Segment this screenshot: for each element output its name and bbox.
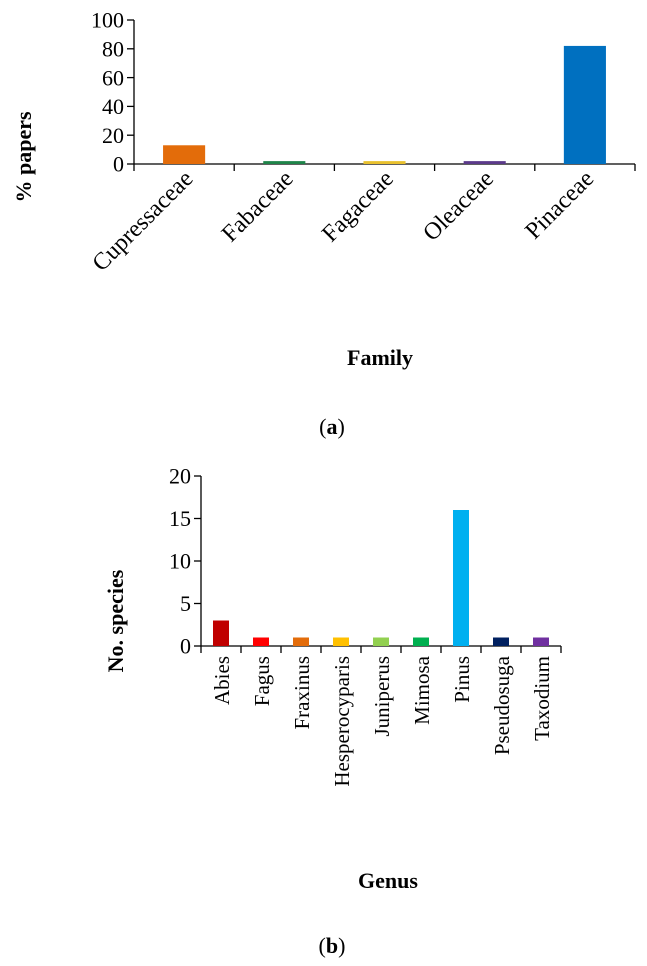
bar-hesperocyparis	[333, 637, 349, 646]
bar-fabaceae	[263, 161, 306, 164]
chart-panel-b: No. species Genus (b) 0 5 10 15 20 Abies Fagus…	[103, 464, 562, 958]
panel-caption-b: (b)	[319, 933, 346, 958]
bar-fagaceae	[363, 161, 406, 164]
x-category-label: Oleaceae	[418, 166, 499, 247]
x-category-label: Fraxinus	[290, 656, 314, 730]
panel-letter-b: b	[326, 933, 338, 958]
bar-abies	[213, 620, 229, 646]
x-category-label: Taxodium	[530, 656, 554, 741]
panel-letter-a: a	[327, 414, 338, 439]
y-axis-label-b: No. species	[103, 569, 128, 672]
bar-pseudosuga	[493, 637, 509, 646]
bar-cupressaceae	[163, 145, 206, 164]
panel-caption-a: (a)	[319, 414, 345, 439]
bar-pinaceae	[563, 45, 606, 164]
x-category-label: Fagus	[250, 656, 274, 706]
bar-fagus	[253, 637, 269, 646]
y-tick-label: 15	[169, 506, 191, 531]
x-category-label: Pinus	[450, 656, 474, 703]
bar-juniperus	[373, 637, 389, 646]
y-axis-label-a: % papers	[11, 111, 36, 203]
x-category-label: Pseudosuga	[490, 655, 514, 755]
y-tick-label: 60	[102, 65, 124, 90]
bar-pinus	[453, 510, 469, 646]
y-tick-label: 40	[102, 94, 124, 119]
y-tick-label: 0	[113, 152, 124, 177]
x-category-label: Mimosa	[410, 655, 434, 725]
x-category-label: Hesperocyparis	[330, 656, 354, 787]
y-tick-label: 20	[169, 464, 191, 489]
x-category-label: Fagaceae	[317, 166, 399, 248]
x-category-label: Pinaceae	[520, 166, 599, 245]
y-tick-label: 5	[180, 591, 191, 616]
y-tick-label: 80	[102, 37, 124, 62]
y-tick-label: 100	[91, 8, 124, 33]
bar-oleaceae	[463, 161, 506, 164]
x-category-label: Cupressaceae	[88, 166, 199, 277]
bar-mimosa	[413, 637, 429, 646]
x-axis-label-a: Family	[347, 345, 413, 370]
x-axis-label-b: Genus	[358, 868, 418, 893]
y-tick-label: 0	[180, 634, 191, 659]
y-tick-label: 10	[169, 549, 191, 574]
x-category-label: Fabaceae	[217, 166, 299, 248]
y-tick-label: 20	[102, 123, 124, 148]
chart-panel-a: % papers Family (a) 0 20 40 60 80 100 Cupressa…	[11, 8, 636, 439]
x-category-label: Abies	[210, 656, 234, 705]
bar-taxodium	[533, 637, 549, 646]
x-category-label: Juniperus	[370, 656, 394, 737]
bar-fraxinus	[293, 637, 309, 646]
